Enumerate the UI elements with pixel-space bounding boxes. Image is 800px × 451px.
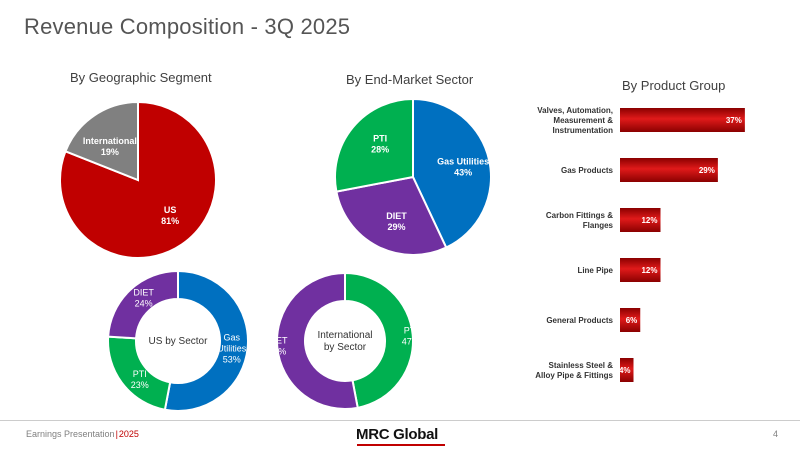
footer-separator: | [115, 429, 118, 439]
us-sector-slice-gas-utilities [163, 269, 249, 412]
intl-sector-slice-pti [344, 271, 415, 409]
intl-sector-slice-diet [276, 271, 359, 410]
product-category-label-4: General Products [546, 316, 613, 325]
footer: Earnings Presentation|2025 MRC Global 4 [0, 420, 800, 451]
product-value-label-0: 37% [726, 116, 742, 125]
end-market-slice-diet [335, 175, 448, 256]
us-sector-label-gas-utilities: Gas Utilities 53% [217, 332, 247, 364]
page-number: 4 [772, 429, 778, 439]
product-category-label-3: Line Pipe [577, 266, 613, 275]
slide-title: Revenue Composition - 3Q 2025 [24, 14, 351, 39]
footer-label: Earnings Presentation|2025 [26, 429, 139, 439]
company-logo: MRC Global [356, 426, 438, 443]
us-sector-label-diet: DIET 24% [133, 288, 154, 309]
logo-underline [357, 444, 445, 446]
product-bar-general-products [620, 308, 641, 332]
end-market-slice-pti [334, 97, 414, 193]
product-value-label-4: 6% [626, 316, 638, 325]
product-category-label-5: Stainless Steel & Alloy Pipe & Fittings [535, 361, 613, 380]
us-sector-label-pti: PTI 23% [131, 369, 149, 390]
product-value-label-5: 4% [619, 366, 631, 375]
footer-year: 2025 [118, 429, 139, 439]
end-market-label-diet: DIET 29% [386, 211, 407, 232]
footer-presentation-label: Earnings Presentation [26, 429, 115, 439]
intl-sector-center-label: International by Sector [317, 330, 372, 353]
product-section-title: By Product Group [622, 78, 726, 93]
product-value-label-3: 12% [641, 266, 657, 275]
product-value-label-1: 29% [699, 166, 715, 175]
intl-sector-label-diet: DIET 53% [267, 336, 288, 357]
intl-sector-label-pti: PTI 47% [402, 325, 420, 346]
geo-slice-international [64, 100, 139, 182]
product-bar-carbon-fittings-flanges [620, 208, 661, 232]
end-market-slice-gas-utilities [412, 97, 492, 249]
end-market-label-gas-utilities: Gas Utilities 43% [437, 157, 489, 178]
geo-label-us: US 81% [161, 205, 179, 226]
geo-section-title: By Geographic Segment [70, 70, 212, 85]
product-bar-line-pipe [620, 258, 661, 282]
us-sector-center-label: US by Sector [149, 336, 209, 347]
us-sector-slice-diet [107, 269, 179, 340]
product-category-label-2: Carbon Fittings & Flanges [546, 211, 614, 230]
product-bar-gas-products [620, 158, 718, 182]
product-bar-stainless-steel-alloy-pipe-fittings [620, 358, 634, 382]
geo-label-international: International 19% [83, 136, 137, 157]
end-market-label-pti: PTI 28% [371, 134, 389, 155]
product-value-label-2: 12% [641, 216, 657, 225]
revenue-charts: US 81% International 19% Gas Utilities 43% DIE… [59, 97, 745, 412]
product-category-label-0: Valves, Automation, Measurement & Instrume… [537, 106, 613, 135]
end-market-section-title: By End-Market Sector [346, 72, 474, 87]
geo-slice-us [59, 100, 217, 259]
product-bar-valves-automation-measurement-instrumentation [620, 108, 745, 132]
product-category-label-1: Gas Products [561, 166, 614, 175]
